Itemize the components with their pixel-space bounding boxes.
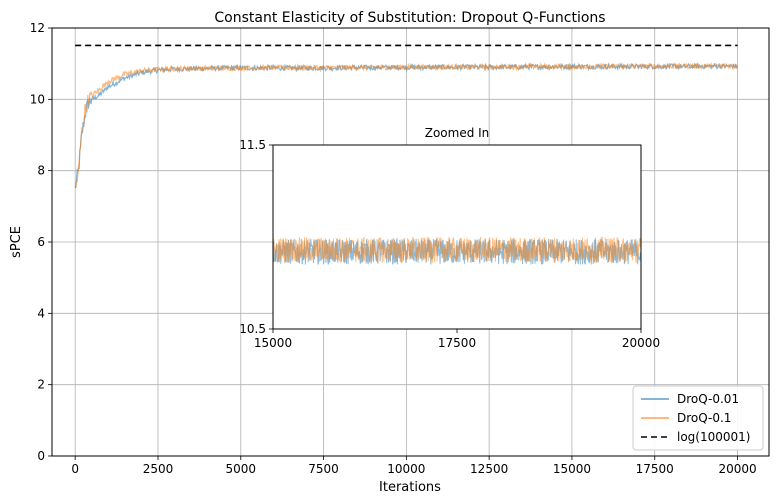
inset-series-line-droq-0-1 (272, 236, 642, 264)
x-axis-label: Iterations (379, 480, 441, 495)
x-tick-label: 17500 (636, 462, 674, 476)
y-axis-label: sPCE (9, 226, 24, 258)
inset-zoom-panel: Zoomed In 15000 17500 20000 10.5 11.5 (239, 126, 660, 350)
legend-label: DroQ-0.01 (677, 392, 739, 406)
legend: DroQ-0.01 DroQ-0.1 log(100001) (632, 385, 764, 451)
y-tick-label: 4 (37, 306, 45, 320)
main-series (74, 44, 739, 189)
inset-y-tick-label: 10.5 (239, 322, 266, 336)
legend-box (632, 385, 764, 451)
inset-ticks: 15000 17500 20000 10.5 11.5 (239, 138, 660, 350)
x-tick-label: 10000 (387, 462, 425, 476)
legend-label: DroQ-0.1 (677, 411, 731, 425)
plot-area (51, 27, 770, 457)
x-tick-label: 7500 (308, 462, 339, 476)
chart-title: Constant Elasticity of Substitution: Dro… (214, 10, 605, 26)
series-line-droq-0-1 (74, 62, 739, 189)
y-tick-label: 6 (37, 235, 45, 249)
main-ticks: 0 2500 5000 7500 10000 12500 15000 17500 20000 0 2… (30, 21, 757, 476)
legend-label: log(100001) (677, 430, 750, 444)
inset-x-tick-label: 17500 (438, 336, 476, 350)
y-tick-label: 2 (37, 378, 45, 392)
inset-background (273, 145, 641, 329)
x-tick-label: 15000 (553, 462, 591, 476)
x-tick-label: 5000 (225, 462, 256, 476)
y-tick-label: 0 (37, 449, 45, 463)
x-tick-label: 20000 (718, 462, 756, 476)
y-tick-label: 10 (30, 92, 45, 106)
inset-x-tick-label: 20000 (622, 336, 660, 350)
inset-series (272, 236, 642, 265)
x-tick-label: 0 (71, 462, 79, 476)
inset-x-tick-label: 15000 (254, 336, 292, 350)
x-tick-label: 2500 (143, 462, 174, 476)
inset-title: Zoomed In (425, 126, 490, 140)
inset-series-line-droq-0-01 (272, 237, 642, 265)
x-tick-label: 12500 (470, 462, 508, 476)
y-tick-label: 12 (30, 21, 45, 35)
inset-y-tick-label: 11.5 (239, 138, 266, 152)
y-tick-label: 8 (37, 164, 45, 178)
